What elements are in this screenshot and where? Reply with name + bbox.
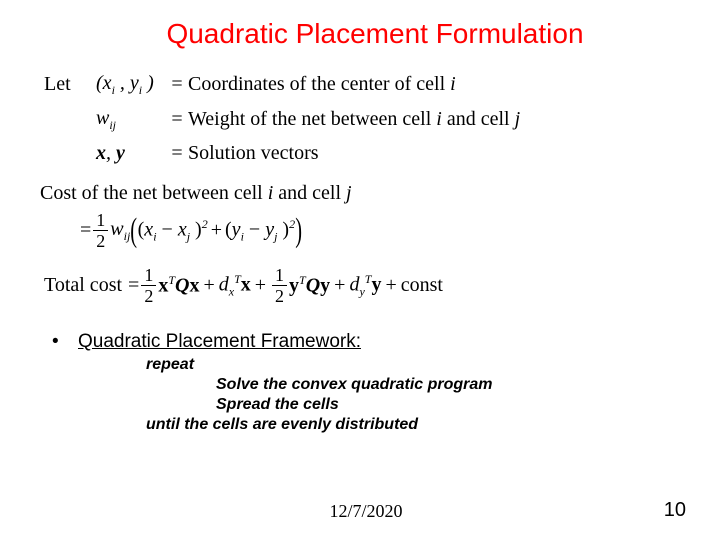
algo-line-2: Spread the cells xyxy=(216,395,680,415)
footer: 12/7/2020 10 xyxy=(0,501,720,522)
definitions-block: Let (xi , yi ) = Coordinates of the cent… xyxy=(44,68,680,168)
half-fraction: 1 2 xyxy=(93,211,108,250)
footer-date: 12/7/2020 xyxy=(60,501,672,522)
algo-repeat: repeat xyxy=(146,355,680,375)
def-eq-0: = xyxy=(166,69,188,99)
term-dxT-x: dxTx xyxy=(219,272,251,300)
slide-title: Quadratic Placement Formulation xyxy=(70,18,680,50)
total-cost-formula: Total cost = 12 xTQx + dxTx + 12 yTQy + … xyxy=(44,266,680,305)
bullet-label: Quadratic Placement Framework: xyxy=(78,331,361,353)
algorithm-block: repeat Solve the convex quadratic progra… xyxy=(146,355,680,435)
definitions-grid: Let (xi , yi ) = Coordinates of the cent… xyxy=(44,68,680,168)
term-yQy: yTQy xyxy=(289,273,330,298)
sq-term-2: (yi − yj )2 xyxy=(225,217,295,245)
algo-line-1: Solve the convex quadratic program xyxy=(216,375,680,395)
wij-symbol: wij xyxy=(110,218,130,244)
cost-formula: = 1 2 wij ( (xi − xj )2 + (yi − yj )2 ) xyxy=(80,211,680,250)
sq-term-1: (xi − xj )2 xyxy=(138,217,208,245)
def-eq-1: = xyxy=(166,104,188,134)
algo-until: until the cells are evenly distributed xyxy=(146,415,680,435)
def-symbol-2: x, y xyxy=(96,138,166,168)
def-eq-2: = xyxy=(166,138,188,168)
let-label: Let xyxy=(44,69,96,99)
bullet-dot: • xyxy=(52,331,78,353)
big-paren-right: ) xyxy=(295,217,302,244)
page-number: 10 xyxy=(664,499,686,522)
def-desc-1: Weight of the net between cell i and cel… xyxy=(188,104,680,134)
bullet-row: • Quadratic Placement Framework: xyxy=(52,331,680,353)
framework-section: • Quadratic Placement Framework: repeat … xyxy=(52,331,680,435)
def-desc-2: Solution vectors xyxy=(188,138,680,168)
big-paren-left: ( xyxy=(131,217,138,244)
cost-net-label: Cost of the net between cell i and cell … xyxy=(40,182,680,205)
def-symbol-0: (xi , yi ) xyxy=(96,68,166,99)
def-desc-0: Coordinates of the center of cell i xyxy=(188,69,680,99)
term-xQx: xTQx xyxy=(158,273,199,298)
slide: Quadratic Placement Formulation Let (xi … xyxy=(0,0,720,540)
term-const: const xyxy=(401,274,443,297)
def-symbol-1: wij xyxy=(96,103,166,134)
term-dyT-y: dyTy xyxy=(349,272,381,300)
